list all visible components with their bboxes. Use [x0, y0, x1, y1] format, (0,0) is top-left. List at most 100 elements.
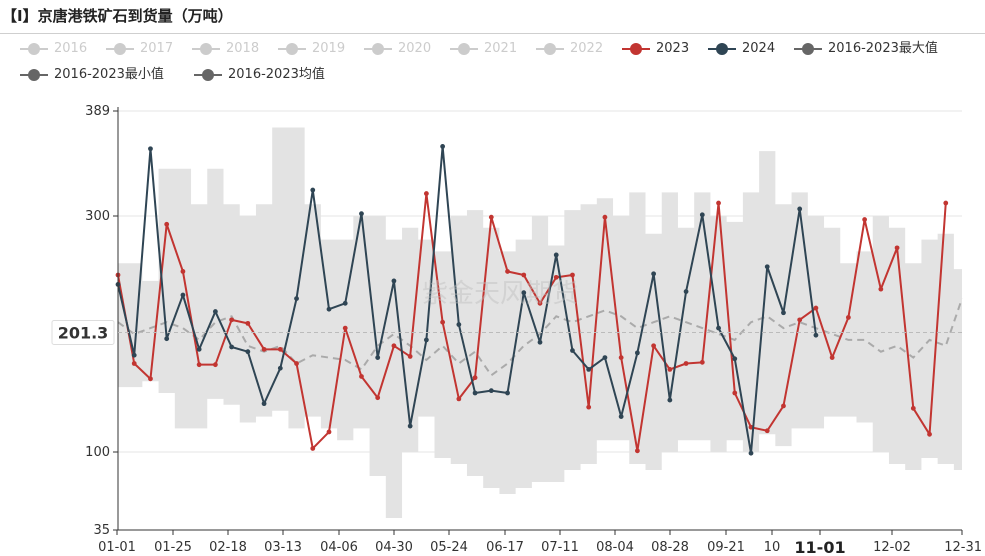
data-point-2023 [845, 315, 851, 320]
chart-title: 【I】京唐港铁矿石到货量（万吨） [2, 7, 233, 25]
data-point-2024 [683, 289, 689, 294]
x-tick-label: 10 [764, 540, 781, 555]
data-point-2024 [488, 388, 494, 394]
x-tick-label: 04-06 [320, 540, 358, 555]
data-point-2024 [294, 296, 299, 301]
data-point-2024 [423, 337, 429, 343]
legend-circle-icon [200, 43, 212, 55]
data-point-2023 [359, 374, 364, 379]
data-point-2023 [472, 375, 478, 381]
x-tick-label: 12-31 [944, 540, 982, 555]
data-point-2023 [212, 362, 218, 368]
legend-label: 2016-2023最小值 [54, 67, 164, 82]
data-point-2023 [310, 446, 316, 451]
data-point-2023 [813, 305, 819, 311]
data-point-2023 [537, 300, 543, 306]
data-point-2024 [764, 264, 770, 270]
y-tick-label: 35 [93, 523, 110, 538]
legend-label: 2020 [398, 41, 432, 56]
legend-label: 2022 [570, 41, 604, 56]
data-point-2023 [294, 361, 299, 366]
data-point-2024 [797, 206, 803, 212]
data-point-2024 [212, 309, 218, 314]
data-point-2024 [586, 367, 592, 372]
data-point-2024 [634, 350, 640, 356]
x-tick-label: 01-01 [98, 540, 136, 555]
data-point-2024 [521, 290, 527, 296]
data-point-2023 [164, 221, 170, 227]
legend-circle-icon [28, 43, 40, 55]
data-point-2024 [781, 310, 786, 316]
data-point-2024 [164, 336, 170, 342]
data-point-2023 [862, 217, 868, 222]
legend-circle-icon [458, 43, 470, 55]
data-point-2023 [180, 269, 186, 274]
data-point-2024 [359, 211, 364, 217]
data-point-2023 [732, 390, 738, 396]
title-divider [0, 33, 985, 34]
data-point-2024 [261, 401, 267, 407]
x-tick-label: 01-25 [154, 540, 192, 555]
data-point-2024 [472, 390, 478, 396]
data-point-2023 [699, 359, 705, 365]
legend-label: 2016-2023最大值 [828, 41, 938, 56]
x-tick-label: 11-01 [794, 538, 845, 556]
pointer-label: 201.3 [58, 323, 109, 342]
max-min-area [118, 127, 962, 519]
series-2024 [115, 143, 819, 456]
x-tick-label: 07-11 [541, 540, 579, 555]
data-point-2023 [505, 269, 510, 274]
data-point-2023 [764, 428, 770, 434]
data-point-2023 [196, 362, 202, 368]
x-tick-label: 06-17 [486, 540, 524, 555]
x-tick-label: 02-18 [209, 540, 247, 555]
legend-circle-icon [372, 43, 384, 55]
data-point-2024 [245, 349, 251, 355]
data-point-2023 [488, 214, 494, 220]
data-point-2024 [667, 397, 673, 403]
data-point-2023 [894, 245, 900, 251]
data-point-2023 [245, 320, 251, 326]
data-point-2023 [829, 355, 835, 360]
x-tick-label: 04-30 [375, 540, 413, 555]
legend-label: 2021 [484, 41, 518, 56]
min-max-band [118, 127, 962, 519]
data-point-2023 [618, 355, 624, 360]
legend-label: 2019 [312, 41, 346, 56]
y-tick-label: 389 [85, 104, 110, 119]
data-point-2023 [602, 214, 608, 220]
data-point-2024 [131, 352, 137, 358]
data-point-2023 [651, 343, 657, 349]
data-point-2024 [277, 365, 283, 371]
legend-label: 2024 [742, 41, 776, 56]
x-tick-label: 08-04 [596, 540, 634, 555]
legend-circle-icon [544, 43, 556, 55]
data-point-2023 [391, 343, 397, 349]
data-point-2024 [229, 344, 235, 350]
data-point-2024 [407, 423, 413, 429]
x-tick-label: 03-13 [264, 540, 302, 555]
data-point-2024 [375, 355, 381, 360]
data-point-2024 [440, 143, 446, 149]
data-point-2024 [699, 212, 705, 218]
legend-circle-icon [286, 43, 298, 55]
legend-label: 2016-2023均值 [228, 67, 325, 82]
data-point-2024 [456, 322, 462, 327]
data-point-2024 [732, 356, 738, 362]
mean-line [117, 298, 963, 377]
data-point-2023 [943, 200, 949, 206]
data-point-2023 [407, 354, 413, 359]
data-point-2023 [910, 405, 916, 411]
data-point-2023 [131, 361, 137, 366]
data-point-2023 [716, 200, 721, 206]
watermark: 紫金天风期货 [422, 279, 578, 309]
legend-label: 2017 [140, 41, 174, 56]
data-point-2024 [148, 146, 153, 152]
data-point-2023 [683, 361, 689, 366]
data-point-2023 [927, 431, 932, 437]
data-point-2024 [618, 414, 624, 419]
data-point-2023 [634, 448, 640, 454]
axes: 35 100 300 389 01-01 01-25 02-18 03-13 04-06 04-3… [85, 104, 982, 556]
data-point-2023 [261, 346, 267, 352]
